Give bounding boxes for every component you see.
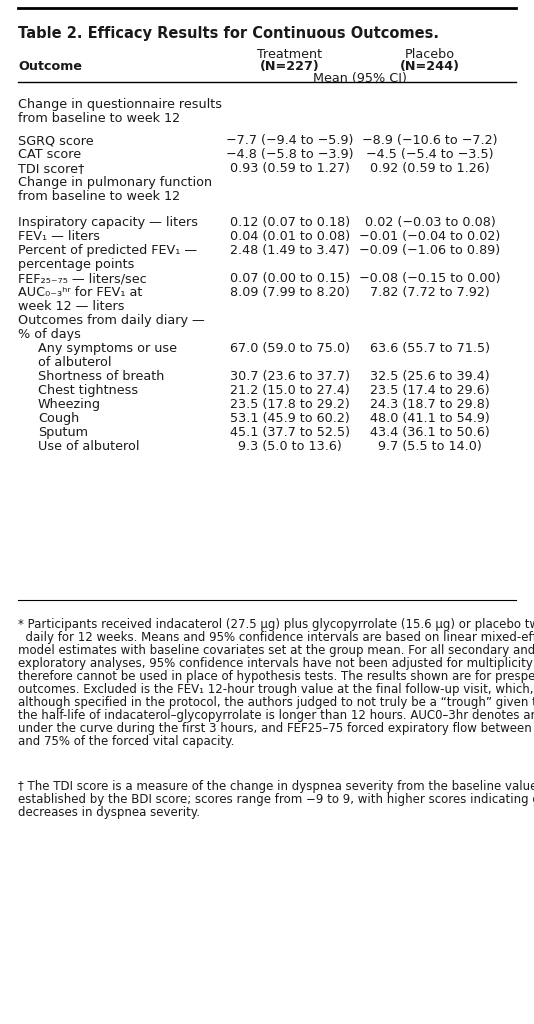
Text: 0.07 (0.00 to 0.15): 0.07 (0.00 to 0.15) bbox=[230, 272, 350, 285]
Text: 0.04 (0.01 to 0.08): 0.04 (0.01 to 0.08) bbox=[230, 230, 350, 243]
Text: Inspiratory capacity — liters: Inspiratory capacity — liters bbox=[18, 216, 198, 229]
Text: daily for 12 weeks. Means and 95% confidence intervals are based on linear mixed: daily for 12 weeks. Means and 95% confid… bbox=[18, 631, 534, 644]
Text: (N=227): (N=227) bbox=[260, 60, 320, 73]
Text: decreases in dyspnea severity.: decreases in dyspnea severity. bbox=[18, 806, 200, 819]
Text: CAT score: CAT score bbox=[18, 148, 81, 161]
Text: (N=244): (N=244) bbox=[400, 60, 460, 73]
Text: Change in pulmonary function: Change in pulmonary function bbox=[18, 176, 212, 189]
Text: 48.0 (41.1 to 54.9): 48.0 (41.1 to 54.9) bbox=[370, 412, 490, 425]
Text: 21.2 (15.0 to 27.4): 21.2 (15.0 to 27.4) bbox=[230, 384, 350, 397]
Text: from baseline to week 12: from baseline to week 12 bbox=[18, 112, 180, 125]
Text: Any symptoms or use: Any symptoms or use bbox=[38, 342, 177, 355]
Text: although specified in the protocol, the authors judged to not truly be a “trough: although specified in the protocol, the … bbox=[18, 696, 534, 709]
Text: −0.01 (−0.04 to 0.02): −0.01 (−0.04 to 0.02) bbox=[359, 230, 501, 243]
Text: model estimates with baseline covariates set at the group mean. For all secondar: model estimates with baseline covariates… bbox=[18, 644, 534, 657]
Text: TDI score†: TDI score† bbox=[18, 162, 84, 175]
Text: Table 2. Efficacy Results for Continuous Outcomes.: Table 2. Efficacy Results for Continuous… bbox=[18, 26, 439, 41]
Text: † The TDI score is a measure of the change in dyspnea severity from the baseline: † The TDI score is a measure of the chan… bbox=[18, 780, 534, 793]
Text: exploratory analyses, 95% confidence intervals have not been adjusted for multip: exploratory analyses, 95% confidence int… bbox=[18, 657, 534, 670]
Text: from baseline to week 12: from baseline to week 12 bbox=[18, 190, 180, 203]
Text: 0.12 (0.07 to 0.18): 0.12 (0.07 to 0.18) bbox=[230, 216, 350, 229]
Text: 63.6 (55.7 to 71.5): 63.6 (55.7 to 71.5) bbox=[370, 342, 490, 355]
Text: Change in questionnaire results: Change in questionnaire results bbox=[18, 98, 222, 111]
Text: Mean (95% CI): Mean (95% CI) bbox=[313, 72, 407, 85]
Text: week 12 — liters: week 12 — liters bbox=[18, 300, 124, 313]
Text: −0.09 (−1.06 to 0.89): −0.09 (−1.06 to 0.89) bbox=[359, 244, 500, 257]
Text: therefore cannot be used in place of hypothesis tests. The results shown are for: therefore cannot be used in place of hyp… bbox=[18, 670, 534, 683]
Text: % of days: % of days bbox=[18, 328, 81, 341]
Text: 0.02 (−0.03 to 0.08): 0.02 (−0.03 to 0.08) bbox=[365, 216, 496, 229]
Text: Outcomes from daily diary —: Outcomes from daily diary — bbox=[18, 314, 205, 327]
Text: 30.7 (23.6 to 37.7): 30.7 (23.6 to 37.7) bbox=[230, 370, 350, 383]
Text: Percent of predicted FEV₁ —: Percent of predicted FEV₁ — bbox=[18, 244, 197, 257]
Text: −8.9 (−10.6 to −7.2): −8.9 (−10.6 to −7.2) bbox=[362, 134, 498, 147]
Text: −4.5 (−5.4 to −3.5): −4.5 (−5.4 to −3.5) bbox=[366, 148, 494, 161]
Text: 0.93 (0.59 to 1.27): 0.93 (0.59 to 1.27) bbox=[230, 162, 350, 175]
Text: 32.5 (25.6 to 39.4): 32.5 (25.6 to 39.4) bbox=[370, 370, 490, 383]
Text: 0.92 (0.59 to 1.26): 0.92 (0.59 to 1.26) bbox=[370, 162, 490, 175]
Text: 43.4 (36.1 to 50.6): 43.4 (36.1 to 50.6) bbox=[370, 426, 490, 439]
Text: Wheezing: Wheezing bbox=[38, 398, 101, 411]
Text: Use of albuterol: Use of albuterol bbox=[38, 440, 139, 453]
Text: 23.5 (17.8 to 29.2): 23.5 (17.8 to 29.2) bbox=[230, 398, 350, 411]
Text: of albuterol: of albuterol bbox=[38, 356, 112, 369]
Text: percentage points: percentage points bbox=[18, 258, 135, 271]
Text: Placebo: Placebo bbox=[405, 48, 455, 61]
Text: 45.1 (37.7 to 52.5): 45.1 (37.7 to 52.5) bbox=[230, 426, 350, 439]
Text: Sputum: Sputum bbox=[38, 426, 88, 439]
Text: 24.3 (18.7 to 29.8): 24.3 (18.7 to 29.8) bbox=[370, 398, 490, 411]
Text: outcomes. Excluded is the FEV₁ 12-hour trough value at the final follow-up visit: outcomes. Excluded is the FEV₁ 12-hour t… bbox=[18, 683, 533, 696]
Text: FEV₁ — liters: FEV₁ — liters bbox=[18, 230, 100, 243]
Text: 53.1 (45.9 to 60.2): 53.1 (45.9 to 60.2) bbox=[230, 412, 350, 425]
Text: Outcome: Outcome bbox=[18, 60, 82, 73]
Text: * Participants received indacaterol (27.5 μg) plus glycopyrrolate (15.6 μg) or p: * Participants received indacaterol (27.… bbox=[18, 618, 534, 631]
Text: AUC₀₋₃ʰʳ for FEV₁ at: AUC₀₋₃ʰʳ for FEV₁ at bbox=[18, 286, 143, 299]
Text: 7.82 (7.72 to 7.92): 7.82 (7.72 to 7.92) bbox=[370, 286, 490, 299]
Text: 9.7 (5.5 to 14.0): 9.7 (5.5 to 14.0) bbox=[378, 440, 482, 453]
Text: 23.5 (17.4 to 29.6): 23.5 (17.4 to 29.6) bbox=[370, 384, 490, 397]
Text: Shortness of breath: Shortness of breath bbox=[38, 370, 164, 383]
Text: and 75% of the forced vital capacity.: and 75% of the forced vital capacity. bbox=[18, 735, 234, 748]
Text: −4.8 (−5.8 to −3.9): −4.8 (−5.8 to −3.9) bbox=[226, 148, 354, 161]
Text: FEF₂₅₋₇₅ — liters/sec: FEF₂₅₋₇₅ — liters/sec bbox=[18, 272, 147, 285]
Text: SGRQ score: SGRQ score bbox=[18, 134, 93, 147]
Text: 67.0 (59.0 to 75.0): 67.0 (59.0 to 75.0) bbox=[230, 342, 350, 355]
Text: 9.3 (5.0 to 13.6): 9.3 (5.0 to 13.6) bbox=[238, 440, 342, 453]
Text: −0.08 (−0.15 to 0.00): −0.08 (−0.15 to 0.00) bbox=[359, 272, 501, 285]
Text: −7.7 (−9.4 to −5.9): −7.7 (−9.4 to −5.9) bbox=[226, 134, 354, 147]
Text: 2.48 (1.49 to 3.47): 2.48 (1.49 to 3.47) bbox=[230, 244, 350, 257]
Text: established by the BDI score; scores range from −9 to 9, with higher scores indi: established by the BDI score; scores ran… bbox=[18, 793, 534, 806]
Text: under the curve during the first 3 hours, and FEF25–75 forced expiratory flow be: under the curve during the first 3 hours… bbox=[18, 722, 534, 735]
Text: the half-life of indacaterol–glycopyrrolate is longer than 12 hours. AUC0–3hr de: the half-life of indacaterol–glycopyrrol… bbox=[18, 709, 534, 722]
Text: Cough: Cough bbox=[38, 412, 79, 425]
Text: Chest tightness: Chest tightness bbox=[38, 384, 138, 397]
Text: 8.09 (7.99 to 8.20): 8.09 (7.99 to 8.20) bbox=[230, 286, 350, 299]
Text: Treatment: Treatment bbox=[257, 48, 323, 61]
